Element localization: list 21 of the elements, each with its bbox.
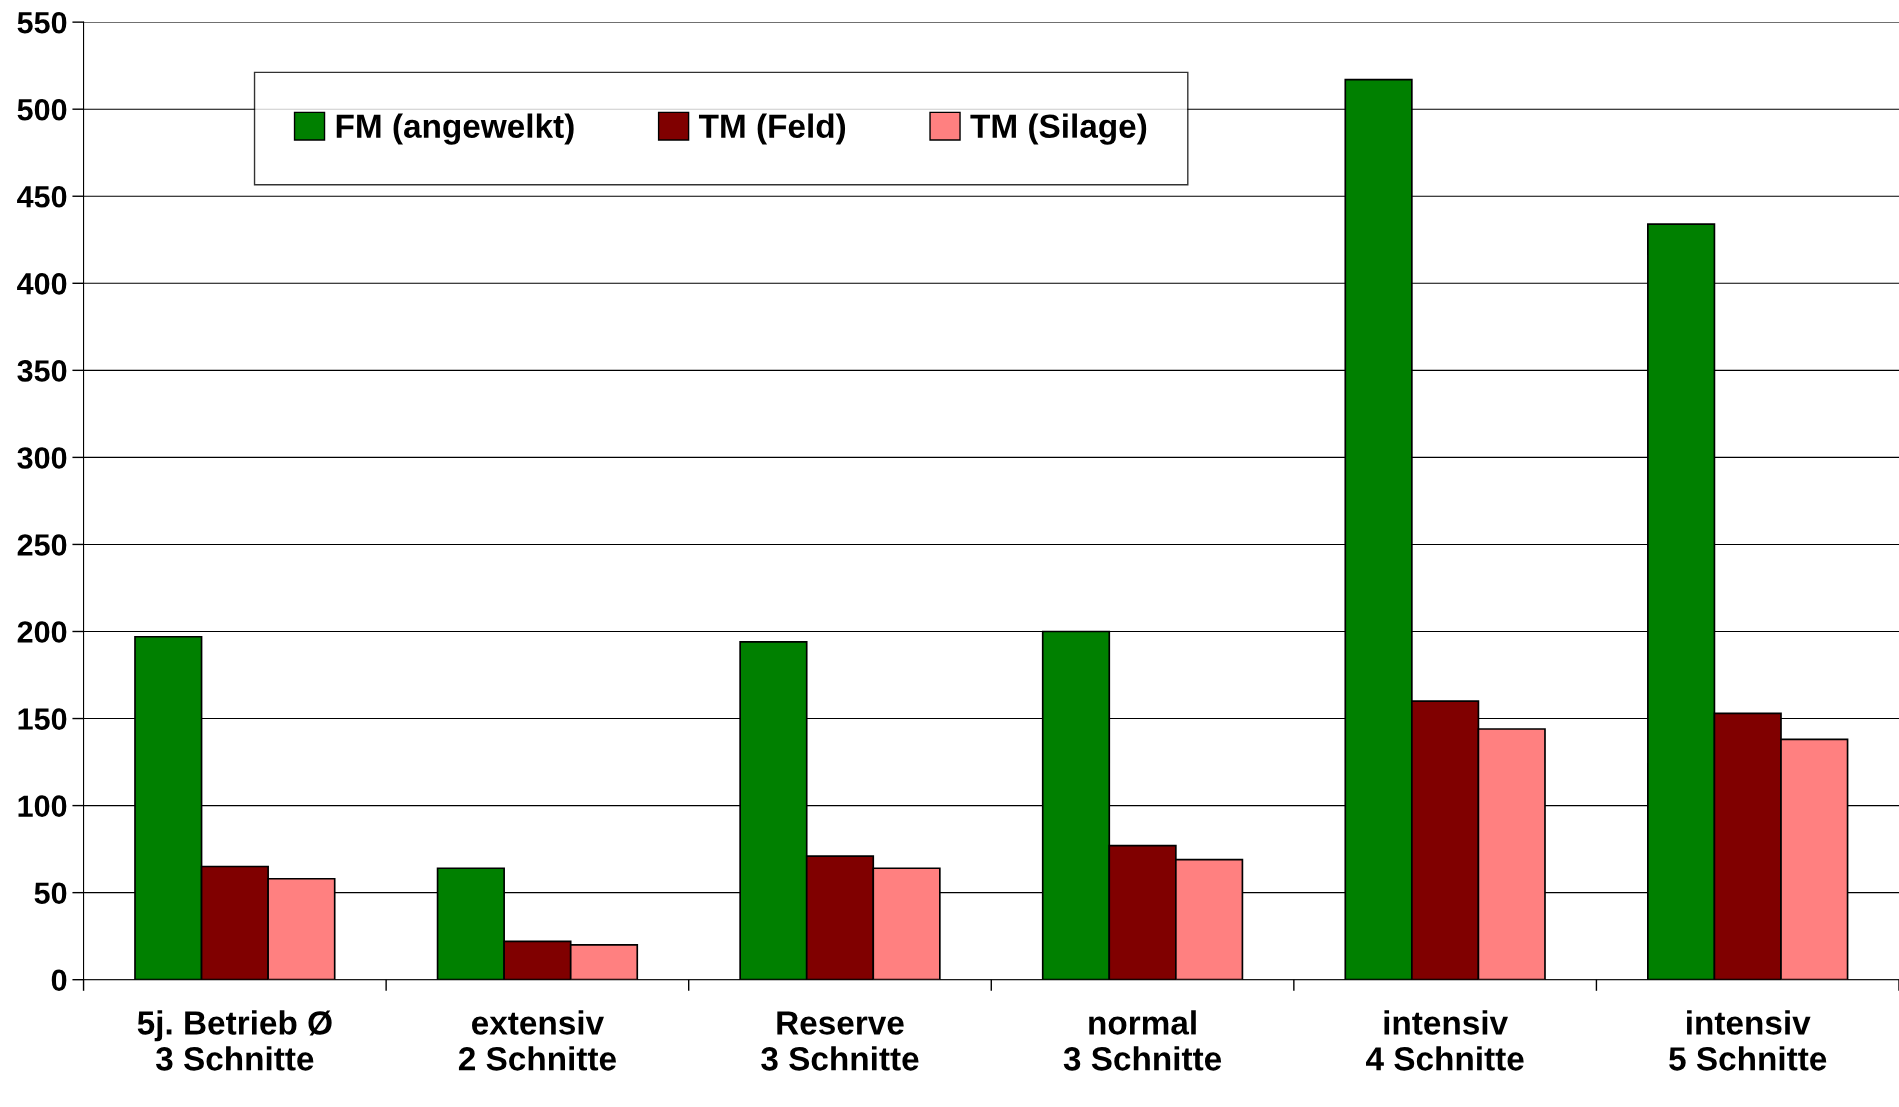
- y-tick-label: 0: [51, 969, 67, 992]
- x-tick-label: 5j. Betrieb Ø 3 Schnitte: [137, 1010, 332, 1071]
- x-tick-label: intensiv 5 Schnitte: [1669, 1010, 1827, 1071]
- legend-label: TM (Feld): [698, 113, 846, 145]
- x-tick-label: normal 3 Schnitte: [1063, 1010, 1222, 1071]
- x-tick-label: Reserve 3 Schnitte: [761, 1011, 919, 1071]
- legend-label: FM (angewelkt): [336, 113, 574, 145]
- y-tick-label: 550: [17, 11, 67, 34]
- y-tick-label: 200: [17, 621, 67, 643]
- y-tick-label: 400: [17, 273, 67, 295]
- y-tick-label: 300: [17, 447, 67, 469]
- y-tick-label: 500: [17, 98, 67, 121]
- y-tick-label: 100: [18, 795, 67, 817]
- y-tick-label: 50: [34, 882, 67, 905]
- y-tick-label: 150: [18, 708, 67, 730]
- x-tick-label: intensiv 4 Schnitte: [1366, 1010, 1524, 1071]
- legend-label: TM (Silage): [970, 113, 1147, 145]
- y-tick-label: 450: [17, 185, 67, 208]
- x-tick-label: extensiv 2 Schnitte: [458, 1010, 616, 1071]
- y-tick-label: 350: [17, 360, 67, 382]
- y-tick-label: 250: [17, 534, 67, 556]
